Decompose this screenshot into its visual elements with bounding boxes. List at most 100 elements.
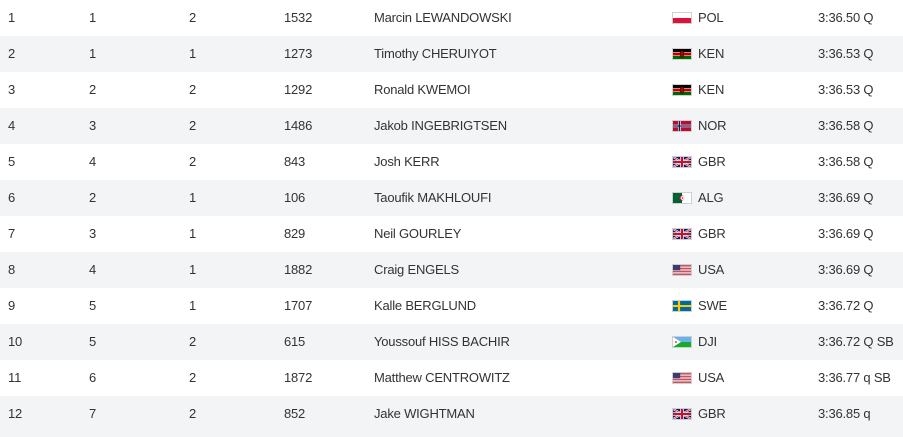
mark-cell: 3:36.85 q — [818, 406, 871, 421]
heat-number-cell: 2 — [189, 334, 197, 349]
poland-flag-icon — [672, 12, 692, 24]
bib-cell: 852 — [284, 406, 306, 421]
heat-number-cell: 1 — [189, 298, 197, 313]
country-code: GBR — [698, 406, 726, 421]
mark-cell: 3:36.53 Q — [818, 46, 874, 61]
rank-cell: 5 — [8, 154, 16, 169]
heat-position-cell: 4 — [89, 262, 97, 277]
athlete-name-link[interactable]: Matthew CENTROWITZ — [374, 370, 510, 385]
heat-number-cell: 2 — [189, 118, 197, 133]
mark-cell: 3:36.58 Q — [818, 118, 874, 133]
country-code: KEN — [698, 46, 725, 61]
athlete-name-link[interactable]: Jake WIGHTMAN — [374, 406, 475, 421]
athlete-name-link[interactable]: Neil GOURLEY — [374, 226, 462, 241]
nationality-cell: KEN — [672, 72, 724, 108]
bib-cell: 1273 — [284, 46, 313, 61]
nationality-cell: SWE — [672, 288, 727, 324]
athlete-name-link[interactable]: Jakob INGEBRIGTSEN — [374, 118, 507, 133]
sweden-flag-icon — [672, 300, 692, 312]
mark-cell: 3:36.69 Q — [818, 190, 874, 205]
rank-cell: 8 — [8, 262, 16, 277]
country-code: USA — [698, 262, 725, 277]
heat-position-cell: 2 — [89, 82, 97, 97]
nationality-cell: NOR — [672, 108, 726, 144]
heat-position-cell: 1 — [89, 46, 97, 61]
heat-position-cell: 6 — [89, 370, 97, 385]
mark-cell: 3:36.72 Q — [818, 298, 874, 313]
heat-position-cell: 3 — [89, 118, 97, 133]
athlete-name-link[interactable]: Craig ENGELS — [374, 262, 460, 277]
rank-cell: 10 — [8, 334, 23, 349]
bib-cell: 1292 — [284, 82, 313, 97]
heat-position-cell: 5 — [89, 298, 97, 313]
nationality-cell: KEN — [672, 36, 724, 72]
bib-cell: 1872 — [284, 370, 313, 385]
heat-position-cell: 5 — [89, 334, 97, 349]
uk-flag-icon — [672, 228, 692, 240]
nationality-cell: USA — [672, 360, 724, 396]
rank-cell: 3 — [8, 82, 16, 97]
table-row-2[interactable]: 2 1 1 1273 Timothy CHERUIYOT KEN 3:36.53… — [0, 36, 903, 72]
heat-number-cell: 2 — [189, 154, 197, 169]
rank-cell: 4 — [8, 118, 16, 133]
nationality-cell: USA — [672, 252, 724, 288]
heat-position-cell: 2 — [89, 190, 97, 205]
heat-position-cell: 3 — [89, 226, 97, 241]
table-row-7[interactable]: 7 3 1 829 Neil GOURLEY GBR 3:36.69 Q — [0, 216, 903, 252]
table-row-3[interactable]: 3 2 2 1292 Ronald KWEMOI KEN 3:36.53 Q — [0, 72, 903, 108]
bib-cell: 106 — [284, 190, 306, 205]
country-code: GBR — [698, 226, 726, 241]
heat-number-cell: 2 — [189, 10, 197, 25]
table-row-11[interactable]: 11 6 2 1872 Matthew CENTROWITZ USA 3:36.… — [0, 360, 903, 396]
table-row-12[interactable]: 12 7 2 852 Jake WIGHTMAN GBR 3:36.85 q — [0, 396, 903, 432]
rank-cell: 6 — [8, 190, 16, 205]
country-code: ALG — [698, 190, 724, 205]
kenya-flag-icon — [672, 84, 692, 96]
mark-cell: 3:36.58 Q — [818, 154, 874, 169]
bib-cell: 1707 — [284, 298, 313, 313]
bib-cell: 1532 — [284, 10, 313, 25]
table-row-4[interactable]: 4 3 2 1486 Jakob INGEBRIGTSEN NOR 3:36.5… — [0, 108, 903, 144]
rank-cell: 1 — [8, 10, 16, 25]
rank-cell: 12 — [8, 406, 23, 421]
heat-number-cell: 1 — [189, 46, 197, 61]
bib-cell: 615 — [284, 334, 306, 349]
nationality-cell: DJI — [672, 324, 717, 360]
athlete-name-link[interactable]: Marcin LEWANDOWSKI — [374, 10, 512, 25]
nationality-cell: GBR — [672, 144, 726, 180]
athlete-name-link[interactable]: Timothy CHERUIYOT — [374, 46, 497, 61]
mark-cell: 3:36.53 Q — [818, 82, 874, 97]
athlete-name-link[interactable]: Josh KERR — [374, 154, 440, 169]
heat-number-cell: 1 — [189, 226, 197, 241]
rank-cell: 11 — [8, 370, 22, 385]
bib-cell: 843 — [284, 154, 306, 169]
athlete-name-link[interactable]: Youssouf HISS BACHIR — [374, 334, 510, 349]
table-row-1[interactable]: 1 1 2 1532 Marcin LEWANDOWSKI POL 3:36.5… — [0, 0, 903, 36]
country-code: DJI — [698, 334, 717, 349]
country-code: NOR — [698, 118, 727, 133]
country-code: USA — [698, 370, 725, 385]
nationality-cell: GBR — [672, 396, 726, 432]
table-row-6[interactable]: 6 2 1 106 Taoufik MAKHLOUFI ALG 3:36.69 … — [0, 180, 903, 216]
mark-cell: 3:36.72 Q SB — [818, 334, 894, 349]
rank-cell: 2 — [8, 46, 16, 61]
table-row-5[interactable]: 5 4 2 843 Josh KERR GBR 3:36.58 Q — [0, 144, 903, 180]
nationality-cell: POL — [672, 0, 724, 36]
table-row-9[interactable]: 9 5 1 1707 Kalle BERGLUND SWE 3:36.72 Q — [0, 288, 903, 324]
country-code: SWE — [698, 298, 728, 313]
usa-flag-icon — [672, 264, 692, 276]
norway-flag-icon — [672, 120, 692, 132]
table-row-10[interactable]: 10 5 2 615 Youssouf HISS BACHIR DJI 3:36… — [0, 324, 903, 360]
heat-position-cell: 1 — [89, 10, 97, 25]
djibouti-flag-icon — [672, 336, 692, 348]
athlete-name-link[interactable]: Taoufik MAKHLOUFI — [374, 190, 492, 205]
country-code: KEN — [698, 82, 725, 97]
athlete-name-link[interactable]: Ronald KWEMOI — [374, 82, 471, 97]
bib-cell: 1486 — [284, 118, 313, 133]
athlete-name-link[interactable]: Kalle BERGLUND — [374, 298, 476, 313]
bib-cell: 1882 — [284, 262, 313, 277]
nationality-cell: GBR — [672, 216, 726, 252]
country-code: POL — [698, 10, 724, 25]
table-row-8[interactable]: 8 4 1 1882 Craig ENGELS USA 3:36.69 Q — [0, 252, 903, 288]
